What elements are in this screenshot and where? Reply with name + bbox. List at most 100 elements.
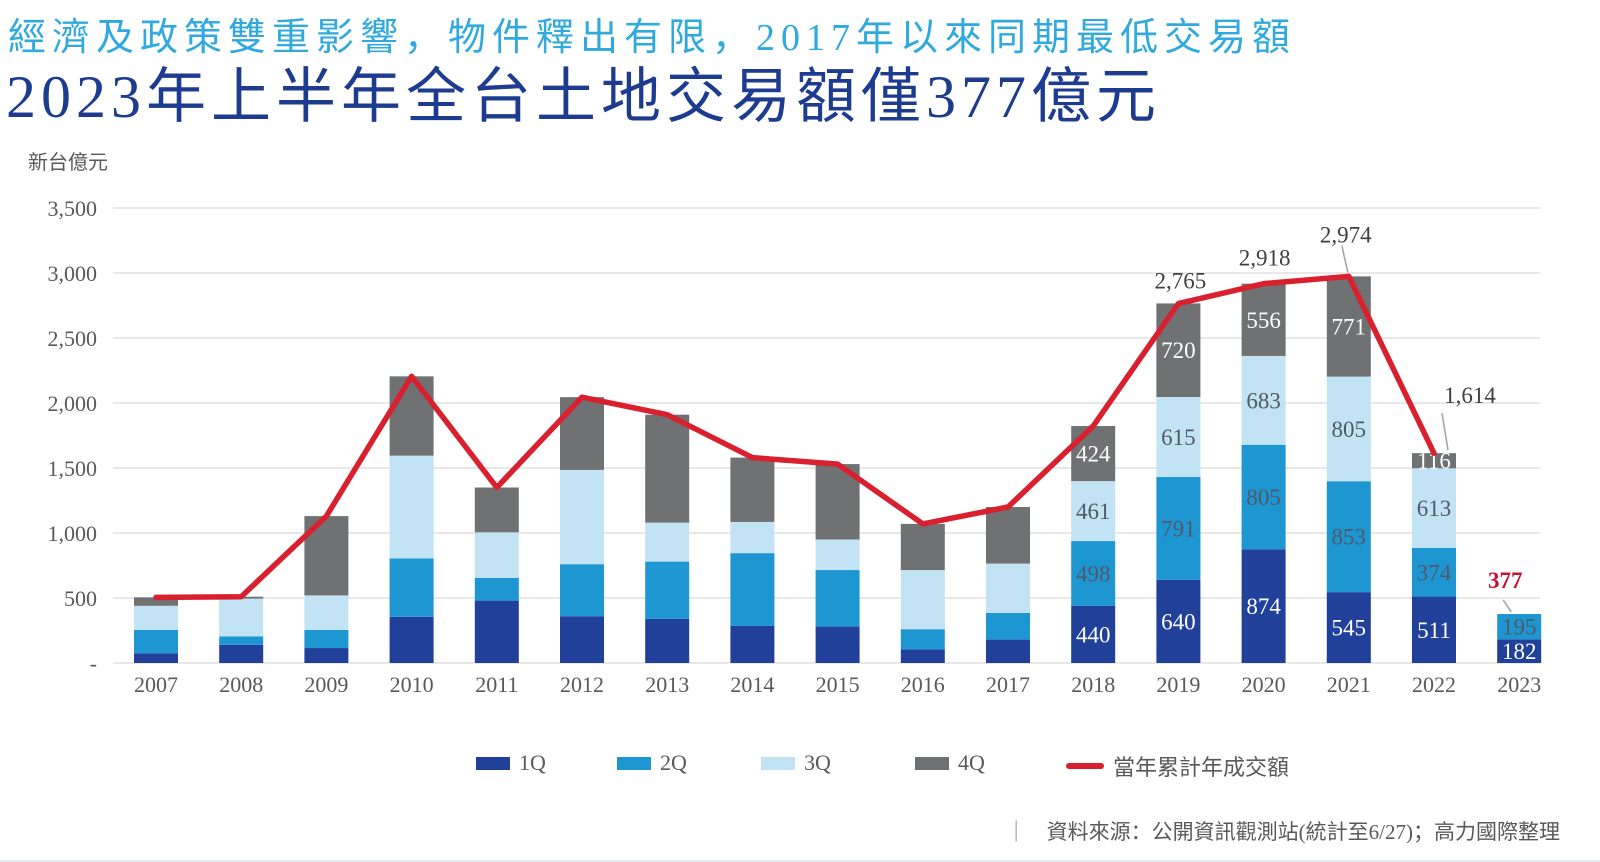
bar-segment-1q-2015 xyxy=(815,626,860,663)
bar-segment-4q-2020 xyxy=(1241,283,1286,356)
bar-segment-4q-2012 xyxy=(560,397,604,470)
bar-segment-label-1q-2023: 182 xyxy=(1502,639,1537,664)
leader-line-2023 xyxy=(1502,599,1512,613)
y-tick-label: 1,000 xyxy=(48,521,98,546)
legend-label-2q: 2Q xyxy=(660,750,687,775)
y-tick-label: 2,500 xyxy=(48,326,98,351)
footer-source-text: 資料來源：公開資訊觀測站(統計至6/27)；高力國際整理 xyxy=(1046,820,1560,844)
bar-segment-2q-2020 xyxy=(1241,444,1286,550)
total-label-2021: 2,974 xyxy=(1320,222,1372,247)
bar-segment-1q-2009 xyxy=(304,648,349,663)
stacked-bar-line-chart: 3,500 3,000 2,500 2,000 1,500 1,000 500 - 2007 20… xyxy=(48,196,1542,697)
bar-segment-2q-2007 xyxy=(134,629,178,654)
bar-segment-1q-2021 xyxy=(1326,592,1371,663)
y-tick-label: - xyxy=(90,651,97,676)
bar-segment-2q-2014 xyxy=(730,553,775,626)
bar-segment-label-1q-2022: 511 xyxy=(1417,618,1451,643)
bar-segment-label-3q-2021: 805 xyxy=(1332,417,1367,442)
bar-segment-3q-2018 xyxy=(1071,481,1116,542)
bar-segment-4q-2013 xyxy=(645,414,690,523)
bar-segment-3q-2016 xyxy=(900,570,945,630)
legend-swatch-4q xyxy=(915,756,949,770)
bar-segment-1q-2008 xyxy=(219,644,264,663)
bar-segment-2q-2023 xyxy=(1497,613,1542,640)
bar-segment-label-1q-2020: 874 xyxy=(1246,594,1281,619)
x-axis-label-2010: 2010 xyxy=(390,672,434,697)
bar-segment-3q-2022 xyxy=(1412,468,1456,548)
bar-segment-2q-2016 xyxy=(900,629,945,650)
bar-segment-1q-2010 xyxy=(389,616,434,663)
bar-segment-label-2q-2021: 853 xyxy=(1332,525,1367,550)
bar-segment-label-1q-2021: 545 xyxy=(1332,616,1367,641)
total-label-2020: 2,918 xyxy=(1239,246,1291,271)
legend-item-3q: 3Q xyxy=(761,750,831,776)
bar-segment-1q-2007 xyxy=(134,653,178,663)
bar-segment-2q-2017 xyxy=(986,612,1030,640)
x-axis-label-2019: 2019 xyxy=(1156,672,1200,697)
bar-segment-4q-2014 xyxy=(730,457,775,522)
y-tick-label: 2,000 xyxy=(48,391,98,416)
bar-segment-1q-2022 xyxy=(1412,596,1456,663)
bar-segment-2q-2010 xyxy=(389,558,434,617)
bar-segment-1q-2018 xyxy=(1071,605,1116,663)
bar-segment-3q-2008 xyxy=(219,598,264,637)
legend-item-2q: 2Q xyxy=(617,750,687,776)
legend-swatch-1q xyxy=(476,756,510,770)
bar-segment-label-2q-2018: 498 xyxy=(1076,561,1111,586)
bar-segment-4q-2016 xyxy=(900,523,945,571)
y-tick-label: 500 xyxy=(64,586,97,611)
bar-segment-2q-2018 xyxy=(1071,541,1116,606)
legend-label-4q: 4Q xyxy=(958,750,985,775)
bar-segment-label-3q-2020: 683 xyxy=(1246,388,1281,413)
bar-segment-3q-2015 xyxy=(815,539,860,571)
bar-segment-4q-2010 xyxy=(389,376,434,456)
bar-segment-1q-2014 xyxy=(730,625,775,663)
bar-segment-label-4q-2020: 556 xyxy=(1246,308,1281,333)
bar-segment-1q-2011 xyxy=(474,600,519,663)
bar-segment-3q-2019 xyxy=(1156,397,1201,477)
bar-segment-2q-2015 xyxy=(815,570,860,627)
bar-segment-3q-2014 xyxy=(730,521,775,554)
bottom-divider xyxy=(0,860,1600,862)
bar-segment-1q-2023 xyxy=(1497,639,1542,663)
bar-segment-2q-2019 xyxy=(1156,476,1201,580)
bar-segment-1q-2012 xyxy=(560,616,604,663)
bar-segment-2q-2008 xyxy=(219,636,264,645)
bar-segment-label-2q-2023: 195 xyxy=(1502,615,1537,640)
bar-segment-label-1q-2018: 440 xyxy=(1076,622,1111,647)
x-axis-label-2022: 2022 xyxy=(1412,672,1456,697)
legend-swatch-cumulative-line xyxy=(1066,763,1104,769)
y-tick-label: 1,500 xyxy=(48,456,98,481)
bar-segment-1q-2016 xyxy=(900,649,945,663)
bar-segment-label-1q-2019: 640 xyxy=(1161,609,1196,634)
bar-segment-3q-2011 xyxy=(474,532,519,578)
bar-segment-2q-2013 xyxy=(645,561,690,619)
x-axis-label-2007: 2007 xyxy=(134,672,178,697)
bar-segment-1q-2013 xyxy=(645,618,690,663)
bar-segment-2q-2021 xyxy=(1326,481,1371,593)
total-label-2022: 1,614 xyxy=(1444,383,1496,408)
legend-item-cumulative-line: 當年累計年成交額 xyxy=(1066,750,1289,782)
bar-segment-label-3q-2022: 613 xyxy=(1417,496,1452,521)
x-axis-label-2008: 2008 xyxy=(219,672,263,697)
x-axis-label-2015: 2015 xyxy=(816,672,860,697)
footer-separator: ｜ xyxy=(1005,820,1027,844)
x-axis-label-2018: 2018 xyxy=(1071,672,1115,697)
legend-item-4q: 4Q xyxy=(915,750,985,776)
x-axis-label-2009: 2009 xyxy=(304,672,348,697)
total-label-2019: 2,765 xyxy=(1155,268,1207,293)
slide-subtitle: 經濟及政策雙重影響，物件釋出有限，2017年以來同期最低交易額 xyxy=(8,17,1297,59)
bar-segment-label-3q-2019: 615 xyxy=(1161,425,1196,450)
bar-segment-label-2q-2020: 805 xyxy=(1246,485,1281,510)
legend-swatch-3q xyxy=(761,756,795,770)
page-title: 2023年上半年全台土地交易額僅377億元 xyxy=(6,64,1161,130)
bar-segment-4q-2018 xyxy=(1071,426,1116,482)
x-axis-label-2011: 2011 xyxy=(475,672,518,697)
bar-segment-2q-2022 xyxy=(1412,547,1456,597)
x-axis-label-2014: 2014 xyxy=(730,672,774,697)
leader-line-2021 xyxy=(1341,245,1349,273)
legend-label-1q: 1Q xyxy=(519,750,546,775)
bar-segment-4q-2017 xyxy=(986,507,1030,564)
bar-segment-label-3q-2018: 461 xyxy=(1076,499,1111,524)
bar-segment-2q-2012 xyxy=(560,564,604,617)
